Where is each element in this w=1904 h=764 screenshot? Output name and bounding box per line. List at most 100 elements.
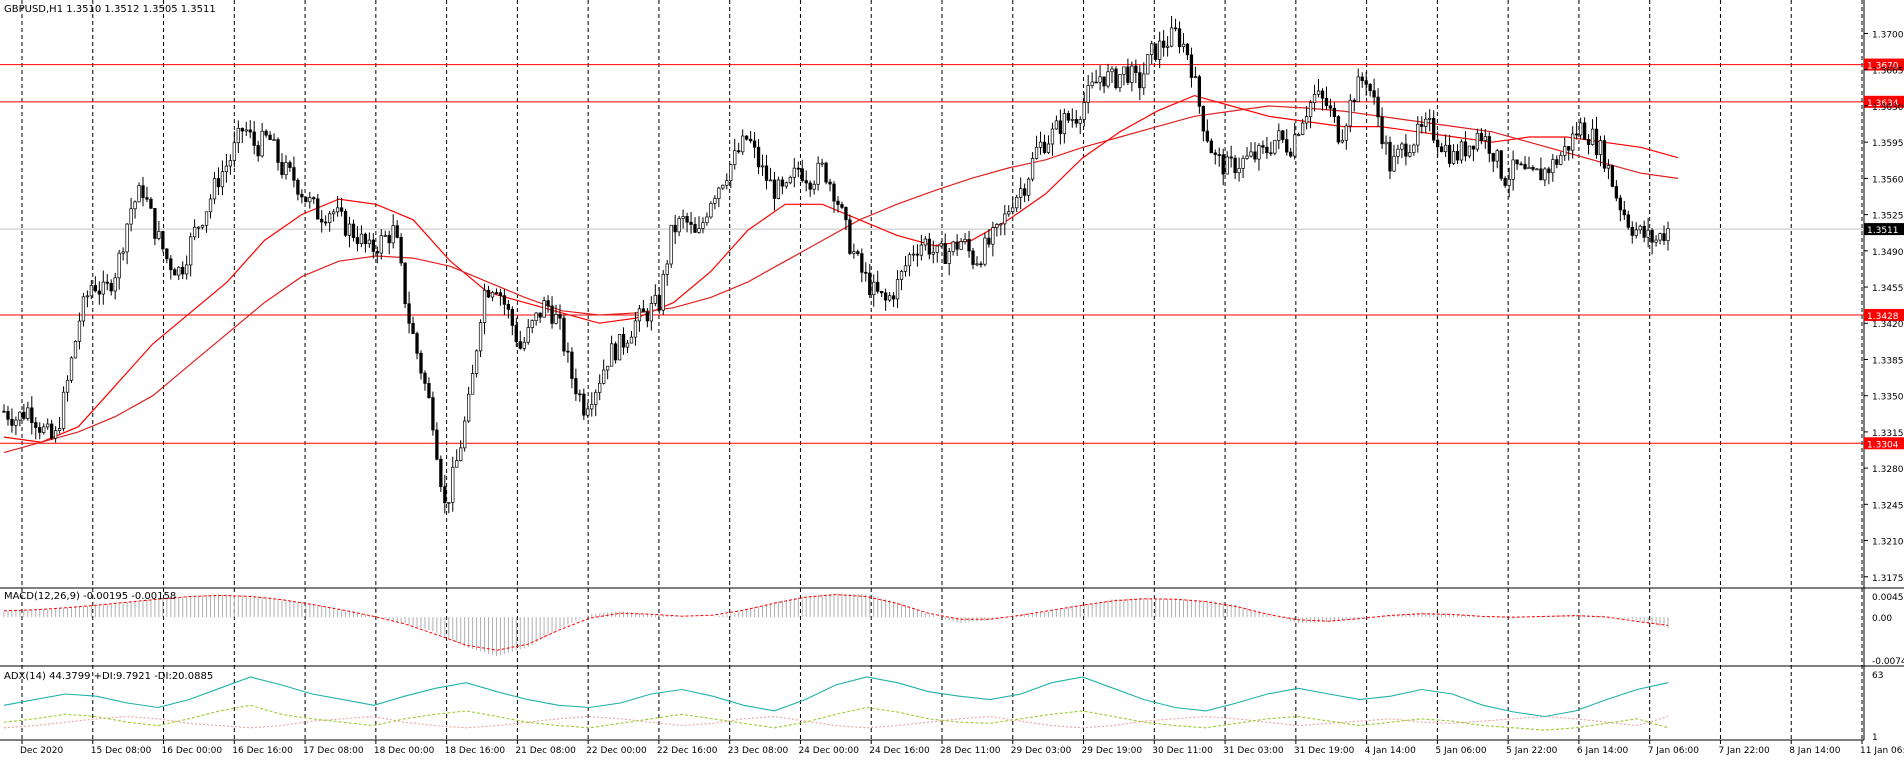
- level-price-tag: [1864, 308, 1904, 321]
- candle-body: [1233, 157, 1237, 174]
- candle-body: [1432, 117, 1436, 141]
- candle-body: [1146, 54, 1150, 75]
- candle-body: [887, 295, 892, 301]
- candle-body: [105, 281, 109, 284]
- price-tick-label: 1.3245: [1872, 501, 1904, 511]
- candle-body: [1277, 130, 1281, 141]
- candle-body: [852, 251, 856, 254]
- candle-body: [983, 237, 987, 265]
- candle-body: [673, 224, 677, 233]
- candle-body: [276, 139, 280, 163]
- candle-body: [343, 210, 348, 236]
- candle-body: [181, 266, 185, 275]
- candle-body: [868, 272, 872, 296]
- candle-body: [498, 292, 503, 296]
- candle-body: [478, 322, 483, 352]
- candle-body: [1368, 83, 1372, 92]
- candle-body: [637, 308, 642, 322]
- symbol-header: GBPUSD,H1 1.3510 1.3512 1.3505 1.3511: [4, 4, 216, 15]
- candle-body: [1578, 122, 1583, 136]
- candle-body: [586, 408, 590, 416]
- candle-body: [1654, 239, 1658, 243]
- candle-body: [768, 179, 773, 182]
- candle-body: [14, 419, 18, 426]
- candle-body: [304, 196, 308, 203]
- time-tick-label: Dec 2020: [20, 746, 63, 756]
- candle-body: [919, 244, 924, 256]
- candle-body: [605, 365, 610, 371]
- candle-body: [530, 320, 534, 328]
- candle-body: [963, 238, 967, 242]
- candle-body: [1531, 167, 1535, 170]
- candle-body: [609, 343, 614, 367]
- candle-body: [895, 279, 900, 300]
- candle-body: [1527, 167, 1531, 170]
- candle-body: [1209, 140, 1213, 154]
- candle-body: [661, 274, 665, 311]
- candle-body: [927, 238, 931, 255]
- candle-body: [1420, 124, 1424, 127]
- candle-body: [403, 262, 407, 305]
- time-tick-label: 28 Dec 11:00: [940, 746, 1001, 756]
- candle-body: [1090, 81, 1094, 86]
- candle-body: [46, 423, 50, 428]
- candle-body: [1320, 90, 1325, 99]
- candle-body: [649, 303, 653, 322]
- candle-body: [629, 336, 634, 344]
- candle-body: [411, 322, 415, 334]
- candle-body: [189, 236, 193, 266]
- candle-body: [1571, 133, 1575, 151]
- candle-body: [669, 224, 673, 265]
- candle-body: [756, 146, 761, 168]
- candle-body: [665, 263, 669, 275]
- candle-body: [149, 198, 153, 209]
- candle-body: [903, 265, 908, 272]
- candle-body: [177, 266, 181, 276]
- candle-body: [1567, 146, 1571, 151]
- time-tick-label: 29 Dec 03:00: [1011, 746, 1072, 756]
- candle-body: [423, 372, 427, 384]
- candle-body: [1026, 178, 1031, 196]
- candle-body: [1118, 74, 1122, 89]
- candle-body: [935, 245, 939, 253]
- candle-body: [320, 218, 324, 223]
- time-axis: Dec 2020 15 Dec 08:00 16 Dec 00:00 16 Dec 1…: [20, 740, 1904, 756]
- candle-body: [729, 164, 733, 181]
- candle-body: [466, 393, 471, 422]
- candle-body: [1328, 105, 1333, 109]
- candle-body: [153, 208, 157, 239]
- time-tick-label: 31 Dec 19:00: [1294, 746, 1355, 756]
- candle-body: [931, 251, 935, 255]
- candle-body: [1467, 145, 1472, 157]
- price-tick-label: 1.3280: [1872, 465, 1904, 475]
- candle-body: [1424, 118, 1428, 127]
- level-price-tag: [1864, 58, 1904, 71]
- price-tick-label: 1.3385: [1872, 356, 1904, 366]
- candle-body: [514, 325, 518, 342]
- candle-body: [248, 129, 252, 133]
- candle-body: [1114, 68, 1118, 89]
- candle-body: [701, 222, 705, 229]
- candle-body: [558, 313, 562, 319]
- candle-body: [840, 204, 844, 208]
- price-tick-label: 1.3560: [1872, 175, 1904, 185]
- candle-body: [1646, 229, 1650, 238]
- candle-body: [1547, 168, 1551, 174]
- candle-body: [899, 271, 904, 280]
- time-tick-label: 21 Dec 08:00: [515, 746, 576, 756]
- candle-body: [1630, 226, 1634, 236]
- candle-body: [1412, 144, 1416, 153]
- candle-body: [752, 140, 757, 148]
- candle-body: [1495, 150, 1499, 162]
- candle-body: [1011, 207, 1015, 213]
- candle-body: [1499, 150, 1503, 179]
- candle-body: [1336, 116, 1341, 143]
- candle-body: [240, 127, 244, 132]
- horizontal-levels[interactable]: 1.3670 1.3634 1.3428 1.3304 1.3511: [0, 58, 1904, 451]
- candle-body: [474, 350, 479, 374]
- candle-body: [117, 252, 121, 279]
- candle-body: [907, 254, 912, 267]
- candle-body: [1142, 73, 1146, 89]
